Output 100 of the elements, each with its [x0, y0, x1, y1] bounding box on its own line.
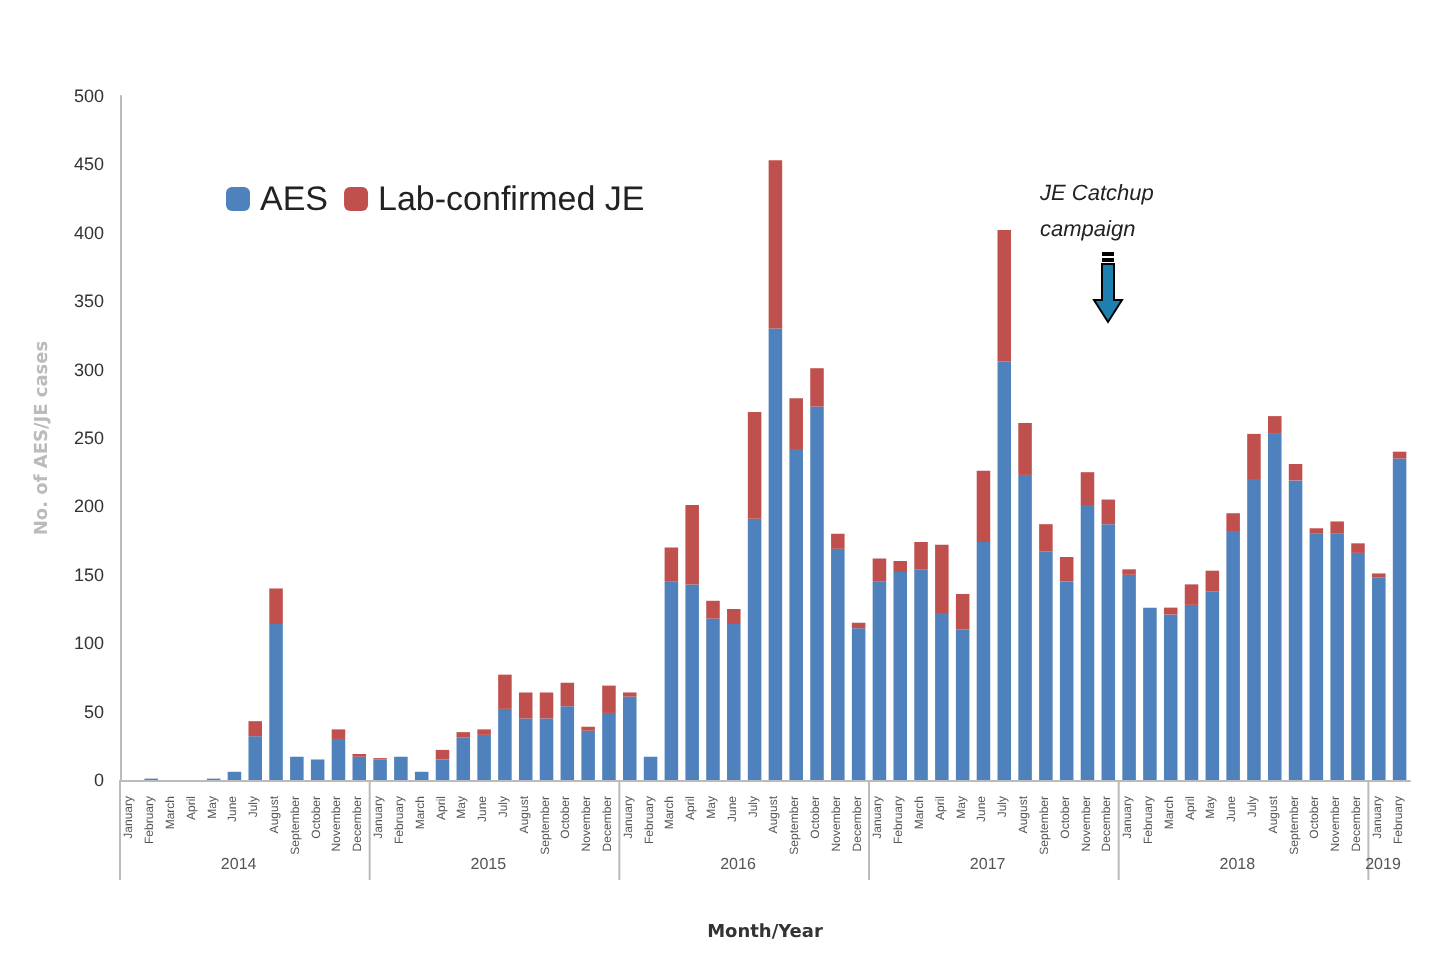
- bar: [935, 544, 949, 614]
- y-axis-title: No. of AES/JE cases: [33, 340, 53, 536]
- bar: [1247, 433, 1261, 480]
- bar: [955, 593, 970, 630]
- bar: [1392, 458, 1407, 780]
- text: 2015: [470, 855, 508, 873]
- bar: [581, 730, 595, 780]
- bar: [664, 547, 679, 582]
- bar: [831, 548, 845, 780]
- bar: [706, 618, 720, 780]
- bar: [435, 749, 450, 760]
- bar: [1288, 480, 1303, 780]
- bar: [1018, 474, 1032, 780]
- bar: [1392, 451, 1407, 459]
- bar: [914, 541, 928, 570]
- bar: [1205, 570, 1220, 592]
- bar: [685, 505, 699, 585]
- bar: [623, 696, 637, 780]
- y-tick-label: 300: [73, 359, 104, 380]
- bar: [643, 756, 658, 780]
- bar: [872, 558, 887, 582]
- text: 2017: [969, 855, 1007, 873]
- bar: [893, 572, 907, 780]
- bar: [1351, 552, 1365, 780]
- y-tick-label: 350: [73, 291, 104, 312]
- bar: [747, 412, 762, 519]
- bar: [831, 533, 845, 549]
- bar: [976, 470, 991, 542]
- bar: [1309, 533, 1324, 780]
- bar: [893, 561, 907, 573]
- text: 2019: [1365, 855, 1402, 873]
- bar: [1143, 607, 1157, 780]
- bar: [331, 738, 346, 780]
- bar: [269, 588, 283, 625]
- bar: [1122, 569, 1136, 575]
- bar: [1288, 463, 1303, 481]
- bar: [727, 624, 741, 780]
- bar: [1226, 513, 1240, 532]
- annotation: JE Catchup campaign: [1038, 182, 1160, 242]
- text: 2016: [720, 855, 757, 873]
- bar: [539, 718, 554, 780]
- bar: [602, 685, 616, 713]
- bar: [539, 692, 554, 719]
- bar: [477, 734, 491, 780]
- bar: [1018, 422, 1032, 475]
- bar: [1268, 416, 1282, 434]
- bar: [1268, 433, 1282, 780]
- bar: [560, 706, 575, 780]
- bar: [872, 581, 887, 780]
- y-tick-label: 150: [73, 564, 104, 585]
- bar: [352, 756, 367, 780]
- bar: [1101, 524, 1116, 780]
- bar: [394, 756, 408, 780]
- bar: [1309, 528, 1324, 534]
- bar: [456, 737, 471, 780]
- bar: [747, 518, 762, 780]
- bar: [1247, 479, 1261, 780]
- bar: [664, 581, 679, 780]
- bar: [1080, 505, 1095, 780]
- bar: [1101, 499, 1116, 525]
- bar: [1059, 581, 1074, 780]
- bar: [1351, 543, 1365, 553]
- bar: [706, 600, 720, 619]
- bar: [498, 674, 512, 709]
- bar: [435, 759, 450, 780]
- bar: [1122, 574, 1136, 780]
- bar: [456, 732, 471, 738]
- text: 2014: [220, 855, 258, 873]
- bar: [477, 729, 491, 735]
- bar: [518, 692, 533, 719]
- y-tick-label: 450: [73, 154, 104, 175]
- bar: [310, 759, 325, 780]
- bar: [248, 721, 262, 737]
- bar: [1330, 533, 1344, 780]
- y-tick-label: 400: [73, 222, 104, 243]
- bar: [1080, 472, 1095, 506]
- bar: [269, 624, 283, 780]
- legend-label: Lab-confirmed JE: [378, 180, 645, 218]
- bar: [1205, 591, 1220, 780]
- bar: [1059, 557, 1074, 582]
- bar: [373, 759, 387, 780]
- bar: [768, 160, 783, 329]
- bar: [248, 736, 262, 780]
- bar: [560, 682, 575, 707]
- bar: [290, 756, 304, 780]
- bar: [1039, 524, 1053, 552]
- bar: [810, 406, 824, 780]
- y-tick-label: 500: [73, 86, 104, 106]
- bar: [1226, 531, 1240, 780]
- bar: [914, 569, 928, 780]
- bar: [602, 712, 616, 780]
- bar: [851, 628, 866, 780]
- bar: [331, 729, 346, 739]
- y-tick-label: 250: [73, 428, 104, 448]
- bar: [810, 368, 824, 407]
- bar: [685, 584, 699, 780]
- bar: [789, 448, 803, 780]
- bar: [955, 629, 970, 780]
- bar: [414, 771, 429, 780]
- bar: [935, 613, 949, 780]
